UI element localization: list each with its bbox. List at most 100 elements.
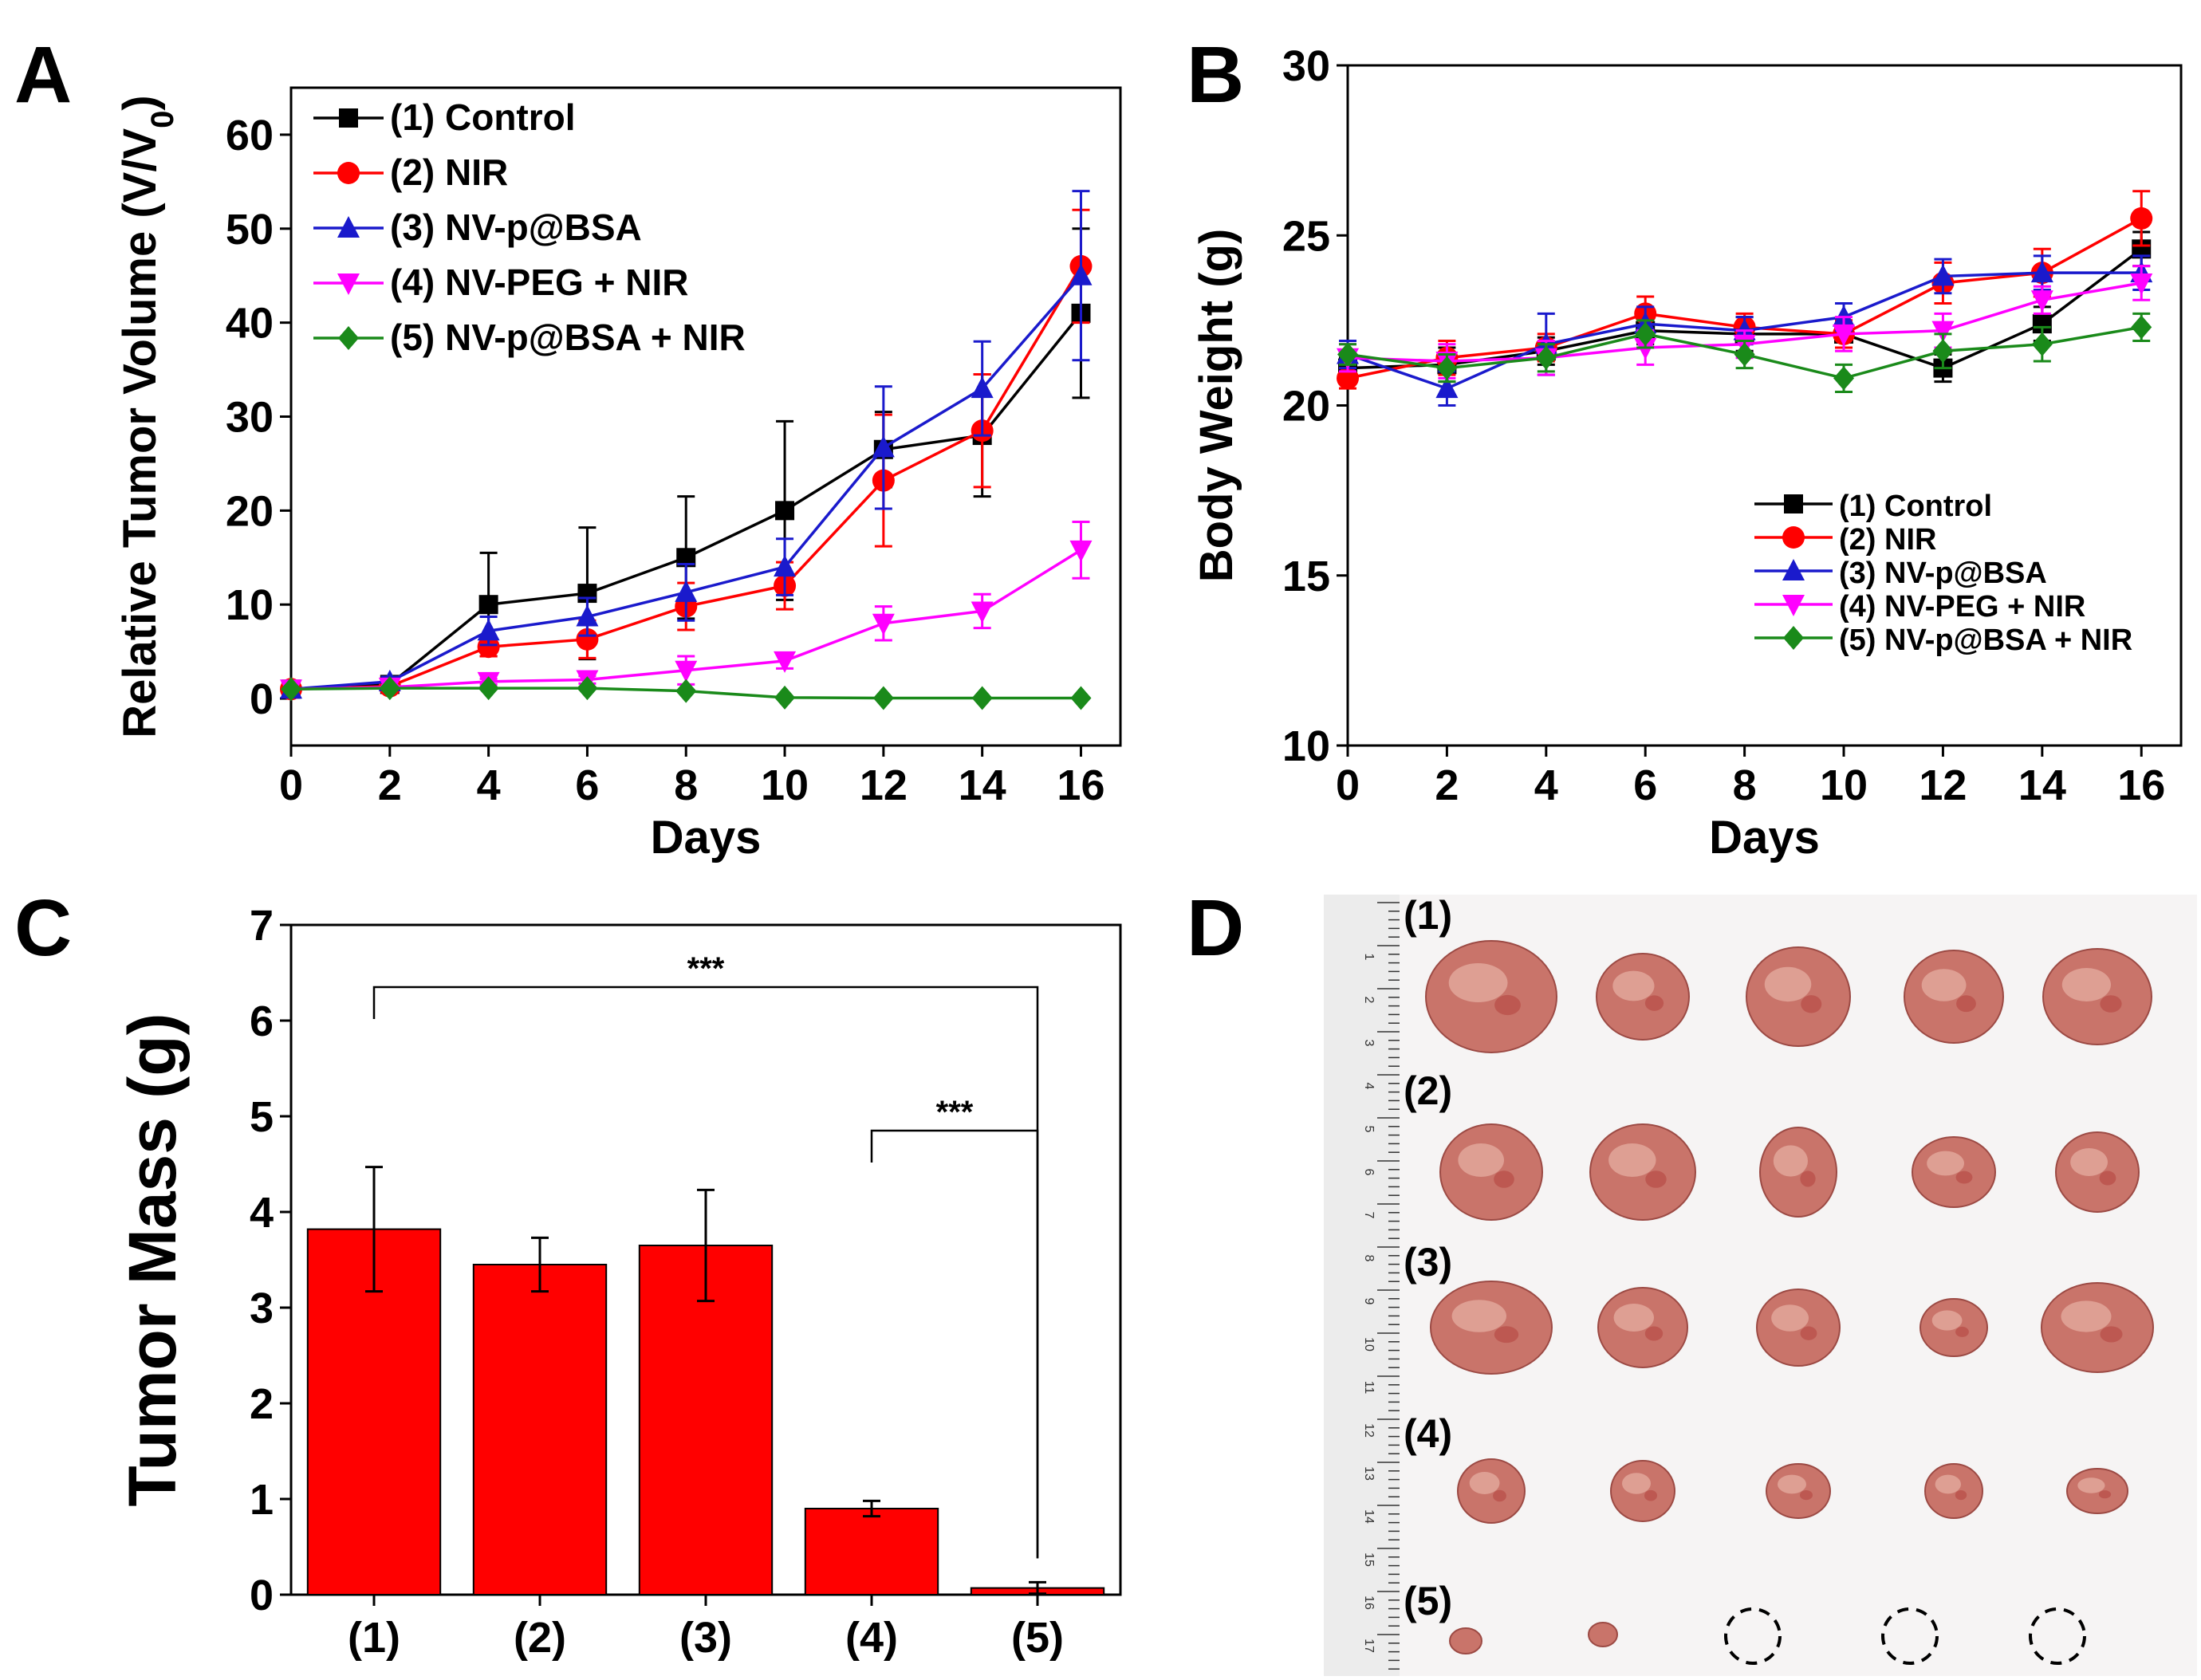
ruler-number: 5 [1362, 1126, 1376, 1133]
tumor-highlight [1765, 967, 1812, 1001]
tumor-highlight [2062, 968, 2111, 1001]
tumor-highlight [1922, 969, 1967, 1001]
row-label: (2) [1404, 1068, 1452, 1113]
data-point [774, 686, 795, 710]
ruler-number: 14 [1362, 1509, 1376, 1524]
legend-label: (1) Control [390, 96, 576, 138]
ruler-number: 3 [1362, 1040, 1376, 1047]
ruler-number: 1 [1362, 954, 1376, 961]
ruler-number: 8 [1362, 1255, 1376, 1262]
y-tick-label: 5 [250, 1093, 274, 1141]
tumor-spot [1644, 1490, 1657, 1501]
data-point [1833, 366, 1854, 390]
x-axis-title: Days [651, 812, 762, 864]
y-tick-label: 60 [226, 112, 274, 159]
chart-b: 0 2 4 6 8 10 12 14 16 10 15 20 25 30 Days Body Weight (… [1191, 42, 2181, 864]
chart-c: 0 1 2 3 4 5 6 7 Tumor Mass (g) (1) (2) (3) (4) (5) ***… [115, 902, 1120, 1662]
panel-letter-d: D [1187, 883, 1244, 973]
tumor-highlight [1622, 1473, 1651, 1494]
ruler-number: 6 [1362, 1169, 1376, 1176]
row-label: (5) [1404, 1579, 1452, 1623]
y-tick-label: 0 [250, 1572, 274, 1619]
data-point [1069, 541, 1092, 562]
row-label: (3) [1404, 1240, 1452, 1285]
data-point [2131, 315, 2152, 339]
ruler-number: 9 [1362, 1298, 1376, 1305]
panel-letter-a: A [14, 30, 72, 120]
x-tick-label: (5) [1011, 1614, 1064, 1662]
x-tick-label: 8 [674, 761, 698, 809]
tumor-spot [1956, 995, 1976, 1012]
tumor-highlight [1935, 1475, 1961, 1494]
tumor-highlight [1449, 963, 1508, 1002]
x-tick-label: 16 [2117, 761, 2165, 809]
y-tick-label: 50 [226, 206, 274, 254]
ruler-number: 10 [1362, 1337, 1376, 1351]
row-label: (1) [1404, 893, 1452, 938]
tumor-highlight [2061, 1300, 2112, 1332]
x-tick-label: 14 [2018, 761, 2066, 809]
x-tick-label: 10 [1820, 761, 1868, 809]
tumor [1450, 1628, 1482, 1654]
y-tick-label: 0 [250, 675, 274, 723]
y-tick-label: 30 [226, 394, 274, 442]
row-label: (4) [1404, 1411, 1452, 1456]
x-tick-label: 0 [279, 761, 303, 809]
tumor-spot [1494, 995, 1521, 1015]
x-tick-label: (3) [679, 1614, 732, 1662]
ruler-number: 7 [1362, 1212, 1376, 1219]
data-point [873, 686, 894, 710]
tumor-spot [1801, 1327, 1817, 1340]
tumor-highlight [2077, 1477, 2105, 1493]
y-axis-title-main: Relative Tumor Volume (V/V [114, 128, 166, 738]
ruler-number: 11 [1362, 1381, 1376, 1395]
tumor-spot [1645, 1327, 1663, 1341]
tumor-spot [1801, 995, 1821, 1013]
x-axis-title: Days [1709, 812, 1820, 864]
ruler-number: 4 [1362, 1083, 1376, 1090]
y-tick-label: 30 [1282, 42, 1330, 90]
data-point [675, 679, 696, 703]
tumor-spot [2101, 1326, 2123, 1342]
legend-label: (1) Control [1839, 490, 1992, 523]
data-point [1070, 686, 1091, 710]
bar [474, 1265, 606, 1595]
x-tick-label: 4 [477, 761, 501, 809]
significance-label: *** [936, 1095, 974, 1130]
y-tick-label: 20 [1282, 383, 1330, 431]
tumor-highlight [1458, 1143, 1504, 1177]
tumor-highlight [1932, 1310, 1963, 1330]
legend-marker [1784, 494, 1803, 513]
tumor-highlight [1452, 1300, 1506, 1332]
tumor-spot [1494, 1326, 1518, 1343]
legend-label: (2) NIR [1839, 523, 1936, 557]
ruler [1324, 895, 1400, 1676]
data-point [2130, 207, 2152, 230]
tumor-spot [1955, 1327, 1969, 1337]
tumor-highlight [1778, 1475, 1806, 1494]
significance-label: *** [687, 951, 725, 986]
tumor-spot [1956, 1171, 1973, 1184]
legend-marker [337, 162, 360, 184]
data-point [2032, 332, 2053, 356]
tumor-highlight [1614, 1304, 1654, 1332]
legend: (1) Control(2) NIR(3) NV-p@BSA(4) NV-PEG… [1754, 490, 2132, 657]
y-tick-label: 15 [1282, 553, 1330, 600]
tumor-spot [1493, 1490, 1506, 1501]
y-tick-label: 2 [250, 1380, 274, 1428]
y-axis-title-main: Body Weight (g) [1191, 229, 1242, 583]
legend-label: (3) NV-p@BSA [1839, 557, 2047, 590]
y-tick-label: 20 [226, 487, 274, 535]
tumor-highlight [2070, 1148, 2108, 1176]
data-point [775, 501, 794, 520]
tumor-spot [1800, 1170, 1815, 1186]
legend-marker [1783, 626, 1804, 650]
y-tick-label: 25 [1282, 212, 1330, 260]
tumor-highlight [1612, 971, 1654, 1001]
y-tick-label: 7 [250, 902, 274, 950]
tumor-highlight [1608, 1143, 1656, 1177]
legend-marker [339, 108, 358, 128]
x-tick-label: 6 [1633, 761, 1657, 809]
legend-label: (4) NV-PEG + NIR [390, 262, 688, 303]
x-tick-label: 8 [1733, 761, 1757, 809]
